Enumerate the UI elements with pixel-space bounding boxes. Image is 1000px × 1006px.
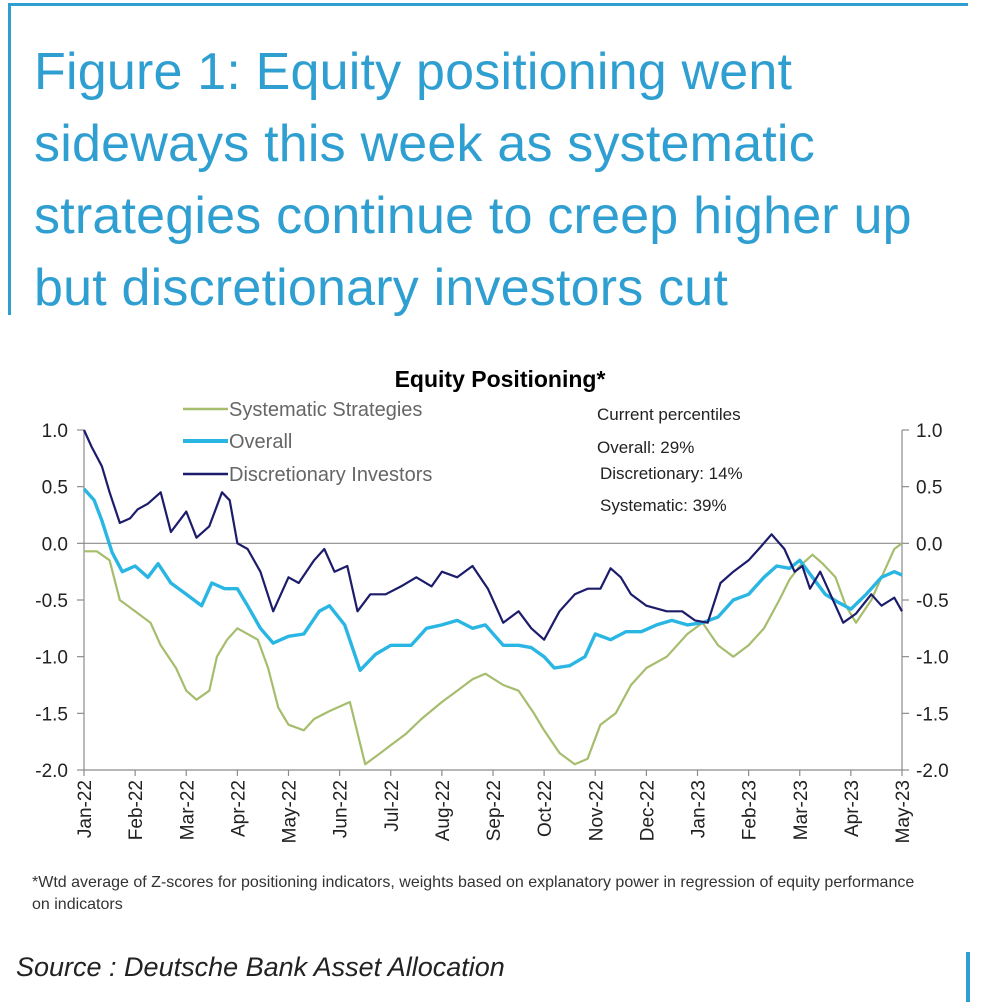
x-tick-label: Jul-22 (382, 780, 403, 832)
legend-label-discretionary: Discretionary Investors (229, 464, 432, 486)
series-line-overall (82, 487, 903, 672)
x-tick-label: Mar-23 (791, 780, 812, 840)
equity-positioning-chart: Equity Positioning* 1.0 1.0 0.5 0.5 0.0 0.0 -0… (35, 366, 949, 843)
chart-axes: 1.0 1.0 0.5 0.5 0.0 0.0 -0.5 -0.5 -1.0 -1.0 -1.5 -1… (35, 421, 949, 843)
legend-label-systematic: Systematic Strategies (229, 399, 422, 421)
series-line-discretionary (82, 429, 903, 641)
series-line-systematic (84, 542, 903, 766)
title-left-rule (8, 3, 11, 315)
y-tick-label-right: -1.0 (916, 648, 949, 669)
chart-series-layer (82, 429, 903, 766)
source-line: Source : Deutsche Bank Asset Allocation (16, 952, 505, 982)
percentile-systematic: Systematic: 39% (600, 496, 727, 515)
y-tick-label-left: -0.5 (35, 591, 68, 612)
y-tick-label-left: -2.0 (35, 761, 68, 782)
figure-title: Figure 1: Equity positioning went sidewa… (34, 43, 912, 317)
legend-label-overall: Overall (229, 431, 292, 453)
y-tick-label-left: 0.0 (42, 534, 68, 555)
y-tick-label-right: -1.5 (916, 704, 949, 725)
y-tick-label-left: 0.5 (42, 478, 68, 499)
y-tick-label-right: 0.5 (916, 478, 942, 499)
x-tick-label: Sep-22 (484, 780, 505, 841)
y-tick-label-left: 1.0 (42, 421, 68, 442)
x-tick-label: Nov-22 (586, 780, 607, 841)
x-tick-label: Dec-22 (637, 780, 658, 841)
current-percentiles-box: Current percentiles Overall: 29% Discret… (597, 405, 743, 515)
chart-footnote: *Wtd average of Z-scores for positioning… (32, 874, 915, 913)
x-tick-label: Jan-23 (689, 780, 710, 838)
x-tick-label: May-22 (280, 780, 301, 843)
x-tick-label: Aug-22 (433, 780, 454, 841)
x-tick-label: Feb-23 (740, 780, 761, 840)
x-tick-label: Mar-22 (177, 780, 198, 840)
y-tick-label-right: 1.0 (916, 421, 942, 442)
chart-legend: Systematic Strategies Overall Discretion… (183, 399, 432, 486)
x-tick-label: Jan-22 (75, 780, 96, 838)
y-tick-label-right: -2.0 (916, 761, 949, 782)
y-tick-label-left: -1.0 (35, 648, 68, 669)
x-tick-label: Jun-22 (331, 780, 352, 838)
x-tick-label: May-23 (893, 780, 914, 843)
percentile-overall: Overall: 29% (597, 438, 694, 457)
x-tick-label: Feb-22 (126, 780, 147, 840)
title-top-rule (8, 3, 968, 6)
source-right-rule (966, 952, 970, 1002)
percentile-discretionary: Discretionary: 14% (600, 464, 743, 483)
y-tick-label-left: -1.5 (35, 704, 68, 725)
x-tick-label: Apr-22 (228, 780, 249, 837)
chart-title: Equity Positioning* (395, 366, 606, 392)
y-tick-label-right: -0.5 (916, 591, 949, 612)
x-tick-label: Oct-22 (535, 780, 556, 837)
x-tick-label: Apr-23 (842, 780, 863, 837)
percentiles-heading: Current percentiles (597, 405, 741, 424)
y-tick-label-right: 0.0 (916, 534, 942, 555)
